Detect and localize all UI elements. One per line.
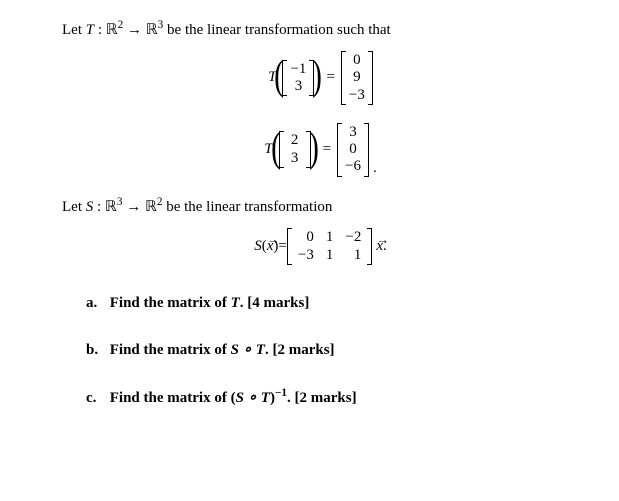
equals: = xyxy=(323,141,331,158)
text: Find the matrix of xyxy=(110,295,231,311)
cell: 1 xyxy=(320,228,340,247)
paren-left: ( xyxy=(275,55,285,97)
text: → xyxy=(123,22,146,38)
cell: −1 xyxy=(290,61,306,78)
equation-3: S(→x) = 0 1 −2 −3 1 1 xyxy=(62,228,579,266)
cell: 2 xyxy=(287,132,303,149)
sym-SoT: S ∘ T xyxy=(231,342,265,358)
item-letter: a. xyxy=(86,295,106,312)
intro-1: Let T : ℝ2 → ℝ3 be the linear transforma… xyxy=(62,18,579,41)
sym-R: ℝ xyxy=(105,199,117,215)
matrix-s: 0 1 −2 −3 1 1 xyxy=(287,228,372,266)
sup-inv: −1 xyxy=(275,387,287,399)
cell: −6 xyxy=(345,158,361,175)
text: : xyxy=(94,22,106,38)
cell: 3 xyxy=(290,78,306,95)
item-letter: c. xyxy=(86,390,106,407)
sym-R: ℝ xyxy=(145,199,157,215)
vector-out-1: 0 9 −3 xyxy=(341,51,373,105)
cell: 3 xyxy=(287,150,303,167)
sym-SoT: S ∘ T xyxy=(236,390,270,406)
item-a: a. Find the matrix of T. [4 marks] xyxy=(86,295,579,312)
cell: −3 xyxy=(349,87,365,104)
paren-right: ) xyxy=(313,55,323,97)
text: . [4 marks] xyxy=(240,295,310,311)
text: Find the matrix of xyxy=(110,342,231,358)
cell: 1 xyxy=(320,246,340,265)
cell: 1 xyxy=(339,246,367,265)
cell: 3 xyxy=(345,124,361,141)
text: Let xyxy=(62,199,86,215)
paren-right: ) xyxy=(309,127,319,169)
text: : xyxy=(93,199,105,215)
vector-in-2: 2 3 xyxy=(279,131,311,168)
vec-x: →x xyxy=(376,238,383,255)
page: Let T : ℝ 2 → ℝ 3 be the linear transforma… xyxy=(0,0,619,455)
text: . [2 marks] xyxy=(287,390,357,406)
vec-x: →x xyxy=(267,238,274,255)
sym-T: T xyxy=(86,22,94,38)
cell: −3 xyxy=(292,246,320,265)
cell: 0 xyxy=(349,52,365,69)
sym-S: S xyxy=(254,238,262,255)
paren-left: ( xyxy=(271,127,281,169)
cell: 0 xyxy=(292,228,320,247)
period: . xyxy=(373,160,377,177)
cell: −2 xyxy=(339,228,367,247)
equals: = xyxy=(326,69,334,86)
text: be the linear transformation such that xyxy=(163,22,390,38)
text: Find the matrix of xyxy=(110,390,231,406)
item-b: b. Find the matrix of S ∘ T. [2 marks] xyxy=(86,340,579,359)
intro-2: Let S : ℝ3 → ℝ2 be the linear transforma… xyxy=(62,195,579,218)
equation-2: T ( 2 3 ) = 3 0 −6 . xyxy=(62,123,579,177)
text: . [2 marks] xyxy=(265,342,335,358)
text: Let xyxy=(62,22,86,38)
item-c: c. Find the matrix of (S ∘ T)−1. [2 mark… xyxy=(86,387,579,407)
sym-T: T xyxy=(231,295,240,311)
equals: = xyxy=(278,238,286,255)
vector-out-2: 3 0 −6 xyxy=(337,123,369,177)
text: → xyxy=(122,199,145,215)
sym-R: ℝ xyxy=(146,22,158,38)
sym-R: ℝ xyxy=(106,22,118,38)
vector-in-1: −1 3 xyxy=(282,60,314,97)
item-letter: b. xyxy=(86,342,106,359)
sub-questions: a. Find the matrix of T. [4 marks] b. Fi… xyxy=(62,295,579,407)
cell: 9 xyxy=(349,69,365,86)
text: be the linear transformation xyxy=(162,199,332,215)
cell: 0 xyxy=(345,141,361,158)
equation-1: T ( −1 3 ) = 0 9 −3 xyxy=(62,51,579,105)
